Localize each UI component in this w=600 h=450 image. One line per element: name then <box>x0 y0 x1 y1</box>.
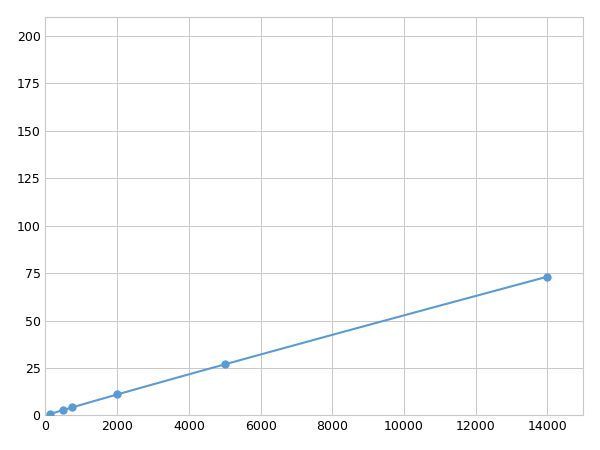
Point <box>67 404 77 411</box>
Point <box>542 273 552 280</box>
Point <box>45 410 55 418</box>
Point <box>220 361 230 368</box>
Point <box>112 391 122 398</box>
Point <box>59 406 68 414</box>
